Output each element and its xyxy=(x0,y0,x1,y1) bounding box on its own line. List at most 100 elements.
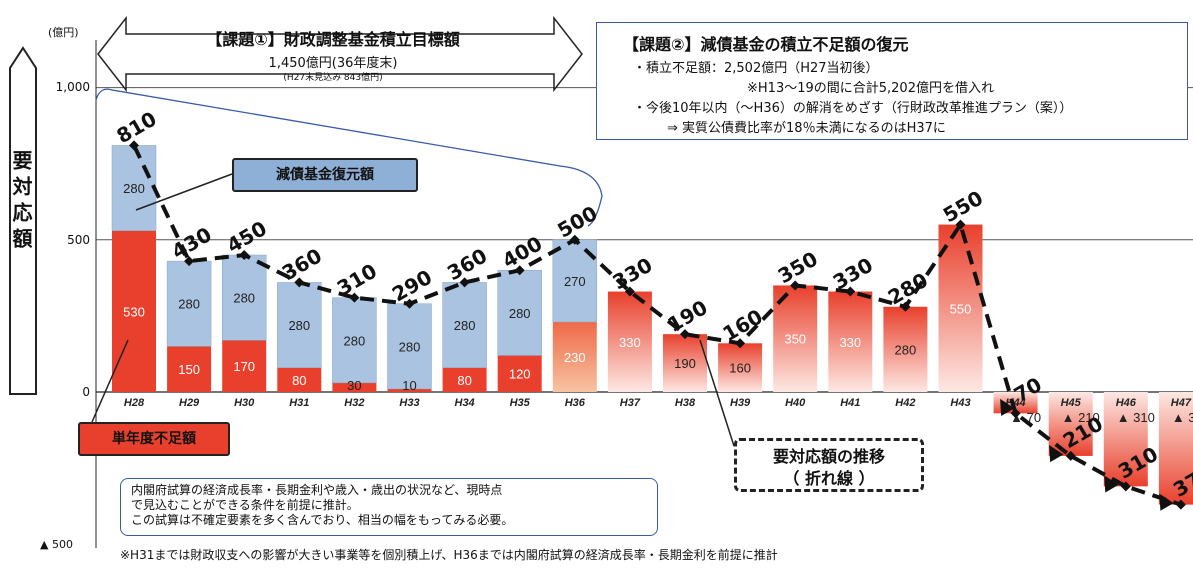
bar-value-label-H33: 10 xyxy=(402,378,416,393)
bar-value-label-H43: 550 xyxy=(950,301,972,316)
bar-deficit-H34 xyxy=(442,367,487,392)
line-value-label-H38: 190 xyxy=(663,295,711,337)
line-value-label-H37: 330 xyxy=(608,253,656,295)
bar-value-label-H39: 160 xyxy=(729,361,751,376)
footnote: ※H31までは財政収支への影響が大きい事業等を個別積上げ、H36までは内閣府試算… xyxy=(120,548,778,562)
bar-deficit-H37 xyxy=(607,291,652,392)
bar-deficit-H30 xyxy=(222,340,267,392)
y-axis-unit: (億円) xyxy=(48,26,79,39)
bar-fund-H34 xyxy=(442,282,487,368)
issue1-amount: 1,450億円(36年度末) xyxy=(268,56,398,71)
line-value-label-H39: 160 xyxy=(719,304,767,346)
bar-value-label-H29: 150 xyxy=(178,362,200,377)
line-marker-H43 xyxy=(955,219,966,230)
issue1-arrow xyxy=(97,15,583,93)
x-tick-H37: H37 xyxy=(620,397,641,409)
bar-deficit-H46 xyxy=(1103,392,1148,487)
bar-fund-label-H32: 280 xyxy=(344,333,366,348)
bar-deficit-H39 xyxy=(718,343,763,392)
bar-deficit-H41 xyxy=(828,291,873,392)
line-marker-H41 xyxy=(845,286,856,297)
y-tick-500: 500 xyxy=(67,233,90,247)
bar-deficit-H29 xyxy=(167,346,212,392)
bar-value-label-H41: 330 xyxy=(839,335,861,350)
line-value-label-H41: 330 xyxy=(829,253,877,295)
line-value-label-H43: 550 xyxy=(939,186,987,228)
issue1-brace-line xyxy=(111,89,561,167)
x-tick-H29: H29 xyxy=(179,397,200,409)
line-marker-H37 xyxy=(624,286,635,297)
line-marker-H45 xyxy=(1065,450,1076,461)
callout-fund-restoration: 減債基金復元額 xyxy=(232,158,418,192)
line-marker-H35 xyxy=(514,265,525,276)
line-value-label-H30: 450 xyxy=(223,216,271,258)
line-marker-H47 xyxy=(1175,499,1186,510)
line-marker-H34 xyxy=(459,277,470,288)
bar-fund-H30 xyxy=(221,254,267,341)
issue2-line1: ・積立不足額：2,502億円（H27当初後） xyxy=(633,61,879,76)
line-marker-H40 xyxy=(790,280,801,291)
bar-fund-label-H33: 280 xyxy=(399,339,421,354)
bar-deficit-H28 xyxy=(112,230,156,392)
line-marker-H32 xyxy=(349,292,360,303)
x-tick-H31: H31 xyxy=(289,397,309,409)
bar-deficit-H31 xyxy=(277,367,322,392)
x-tick-H47: H47 xyxy=(1171,397,1192,409)
line-value-label-H36: 500 xyxy=(553,201,601,243)
x-tick-H39: H39 xyxy=(730,397,751,409)
bar-value-label-H36: 230 xyxy=(564,350,586,365)
line-value-label-H35: 400 xyxy=(498,231,546,273)
line-value-label-H31: 360 xyxy=(278,244,326,286)
x-tick-H40: H40 xyxy=(785,397,806,409)
x-tick-H32: H32 xyxy=(344,397,364,409)
line-value-label-H28: 810 xyxy=(112,107,160,149)
bar-deficit-H35 xyxy=(497,355,542,392)
line-marker-H36 xyxy=(569,234,580,245)
callout-required-trend-line1: 要対応額の推移 xyxy=(772,447,885,466)
bar-value-label-H37: 330 xyxy=(619,335,641,350)
bar-deficit-H47 xyxy=(1158,392,1193,505)
x-tick-H43: H43 xyxy=(950,397,970,409)
issue1-estimate: (H27末見込み 843億円) xyxy=(283,73,383,83)
bar-fund-label-H36: 270 xyxy=(564,274,586,289)
callout-required-trend: 要対応額の推移 （ 折れ線 ） xyxy=(734,438,924,492)
bar-value-label-H28: 530 xyxy=(123,304,145,319)
issue2-line2: ※H13～19の間に合計5,202億円を借入れ xyxy=(747,81,994,96)
bar-value-label-H47: ▲ 370 xyxy=(1172,410,1193,425)
line-marker-H29 xyxy=(184,256,195,267)
required-amount-line xyxy=(132,144,1182,507)
note-line2: で見込むことができる条件を前提に推計。 xyxy=(131,498,359,512)
x-tick-H42: H42 xyxy=(895,397,915,409)
line-marker-H28 xyxy=(129,140,139,151)
bar-deficit-H33 xyxy=(387,388,432,392)
issue1-brace xyxy=(95,88,603,227)
y-tick-minus-500: ▲ 500 xyxy=(40,538,73,551)
x-tick-H33: H33 xyxy=(399,397,419,409)
line-marker-H38 xyxy=(680,329,690,340)
line-marker-H33 xyxy=(404,298,415,309)
bar-deficit-H38 xyxy=(663,334,707,392)
x-tick-H34: H34 xyxy=(455,397,475,409)
bar-fund-H32 xyxy=(332,297,377,384)
bar-value-label-H46: ▲ 310 xyxy=(1117,410,1155,425)
line-marker-H44 xyxy=(1010,408,1021,419)
bar-fund-label-H34: 280 xyxy=(454,318,476,333)
y-axis-label: 要対応額 xyxy=(9,150,33,254)
issue2-line4: ⇒ 実質公債費比率が18％未満になるのはH37に xyxy=(667,121,946,136)
issue2-line3: ・今後10年以内（～H36）の解消をめざす（行財政改革推進プラン（案）） xyxy=(633,101,1073,116)
bar-fund-label-H30: 280 xyxy=(233,291,255,306)
note-line3: この試算は不確定要素を多く含んでおり、相当の幅をもってみる必要。 xyxy=(131,513,514,527)
bar-deficit-H44 xyxy=(993,392,1038,414)
x-tick-H41: H41 xyxy=(840,397,860,409)
bar-deficit-H43 xyxy=(938,224,983,392)
bar-fund-label-H29: 280 xyxy=(178,297,200,312)
issue2-title: 【課題②】減債基金の積立不足額の復元 xyxy=(623,35,909,54)
x-tick-H30: H30 xyxy=(234,397,255,409)
callout-annual-deficit: 単年度不足額 xyxy=(78,422,230,456)
issue2-box: 【課題②】減債基金の積立不足額の復元 ・積立不足額：2,502億円（H27当初後… xyxy=(596,22,1188,140)
bar-value-label-H42: 280 xyxy=(895,342,917,357)
bar-fund-label-H28: 280 xyxy=(123,181,145,196)
bar-value-label-H35: 120 xyxy=(509,367,531,382)
y-tick-0: 0 xyxy=(82,385,90,399)
